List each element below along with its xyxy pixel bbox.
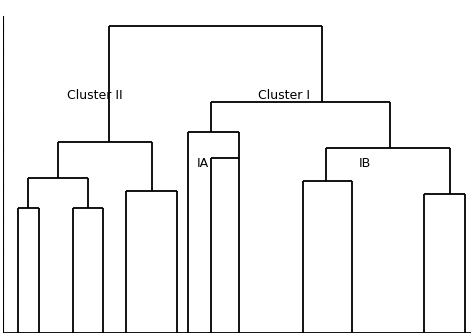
Text: Cluster II: Cluster II xyxy=(67,89,122,102)
Text: IB: IB xyxy=(358,157,371,170)
Text: Cluster I: Cluster I xyxy=(258,89,310,102)
Text: IA: IA xyxy=(197,157,209,170)
